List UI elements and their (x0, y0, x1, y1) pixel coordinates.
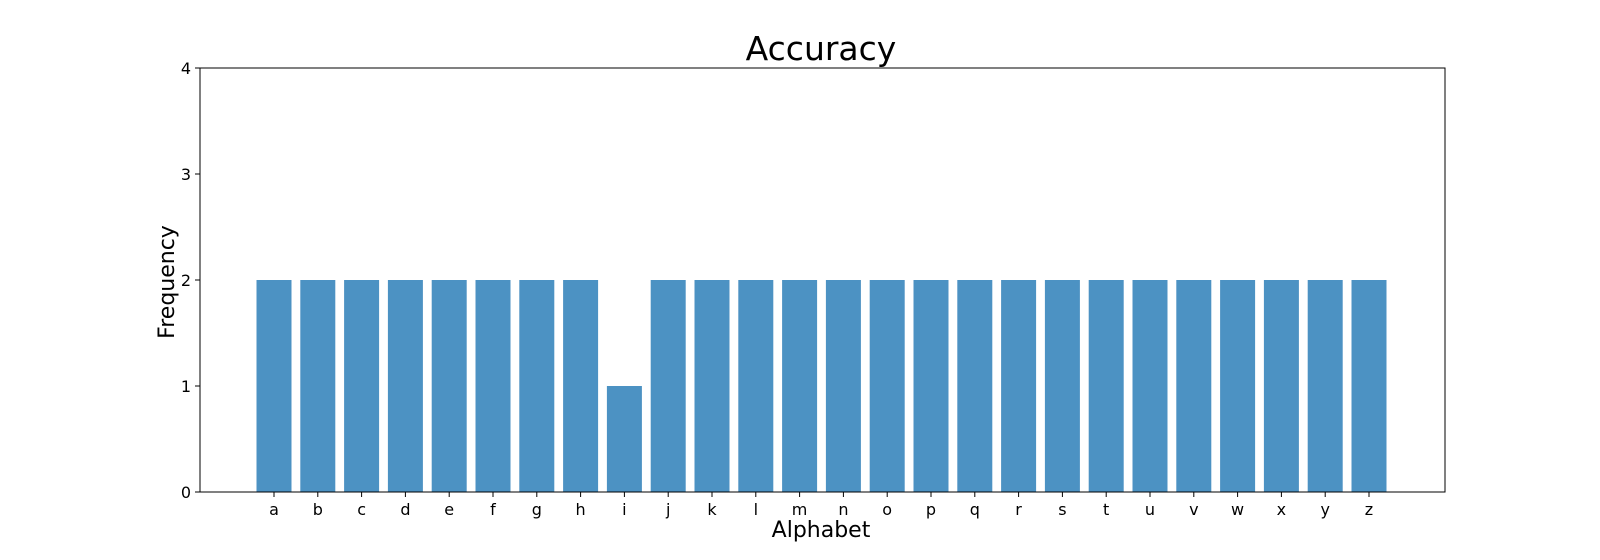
y-axis-label: Frequency (155, 225, 180, 339)
bar-y (1307, 280, 1343, 492)
x-tick-label: i (622, 500, 626, 519)
bar-b (300, 280, 336, 492)
bar-t (1088, 280, 1124, 492)
x-tick-label: v (1189, 500, 1198, 519)
x-tick-label: o (882, 500, 892, 519)
bar-f (475, 280, 511, 492)
bar-r (1001, 280, 1037, 492)
x-tick-label: r (1015, 500, 1022, 519)
bar-x (1263, 280, 1299, 492)
x-tick-label: g (532, 500, 542, 519)
bar-v (1176, 280, 1212, 492)
x-tick-label: h (576, 500, 586, 519)
bar-u (1132, 280, 1168, 492)
x-tick-label: a (269, 500, 279, 519)
bar-a (256, 280, 292, 492)
x-tick-label: d (400, 500, 410, 519)
x-tick-label: q (970, 500, 980, 519)
bar-h (563, 280, 599, 492)
x-tick-label: k (707, 500, 717, 519)
x-tick-label: j (665, 500, 670, 519)
x-tick-label: c (357, 500, 366, 519)
chart-title: Accuracy (746, 29, 897, 68)
y-tick-label: 4 (181, 59, 191, 78)
x-tick-label: m (792, 500, 808, 519)
x-tick-label: y (1320, 500, 1329, 519)
x-tick-label: z (1365, 500, 1373, 519)
bar-l (738, 280, 774, 492)
x-tick-label: f (490, 500, 496, 519)
bar-z (1351, 280, 1387, 492)
x-tick-label: e (444, 500, 454, 519)
y-axis-ticks: 0 1 2 3 4 (181, 59, 200, 502)
bar-n (825, 280, 861, 492)
bar-e (431, 280, 467, 492)
x-tick-label: n (838, 500, 848, 519)
plot-area-frame (199, 67, 1446, 493)
bar-i (606, 386, 642, 492)
bar-w (1220, 280, 1256, 492)
bar-c (344, 280, 380, 492)
bar-j (650, 280, 686, 492)
x-tick-label: l (754, 500, 758, 519)
x-tick-label: p (926, 500, 936, 519)
x-axis-ticks: a b c d e f g h i j k l m n o p q r s t u v w x y z (269, 492, 1373, 519)
bar-g (519, 280, 555, 492)
y-tick-label: 3 (181, 165, 191, 184)
bar-m (782, 280, 818, 492)
y-tick-label: 0 (181, 483, 191, 502)
x-tick-label: s (1058, 500, 1066, 519)
bar-k (694, 280, 730, 492)
x-tick-label: x (1277, 500, 1286, 519)
bar-d (387, 280, 423, 492)
bars-group (256, 280, 1387, 492)
x-tick-label: w (1231, 500, 1244, 519)
bar-p (913, 280, 949, 492)
y-tick-label: 2 (181, 271, 191, 290)
bar-s (1044, 280, 1080, 492)
x-tick-label: t (1103, 500, 1109, 519)
bar-o (869, 280, 905, 492)
x-tick-label: u (1145, 500, 1155, 519)
x-tick-label: b (313, 500, 323, 519)
x-axis-label: Alphabet (772, 518, 871, 543)
y-tick-label: 1 (181, 377, 191, 396)
bar-q (957, 280, 993, 492)
